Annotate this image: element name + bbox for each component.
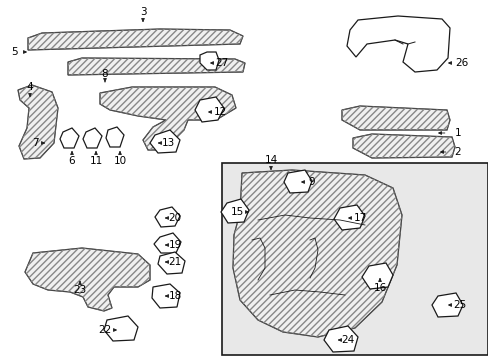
Text: 27: 27: [215, 58, 228, 68]
Text: 6: 6: [68, 156, 75, 166]
Polygon shape: [341, 106, 449, 130]
Polygon shape: [221, 199, 248, 223]
Text: 12: 12: [213, 107, 226, 117]
Text: 26: 26: [454, 58, 468, 68]
Bar: [222, 163, 487, 355]
Text: 18: 18: [168, 291, 181, 301]
Polygon shape: [60, 128, 79, 148]
Polygon shape: [25, 248, 150, 311]
Polygon shape: [431, 293, 462, 317]
Text: 7: 7: [32, 138, 38, 148]
Text: 9: 9: [308, 177, 315, 187]
Text: 1: 1: [454, 128, 460, 138]
Text: 23: 23: [73, 285, 86, 295]
Text: 17: 17: [353, 213, 366, 223]
Text: 10: 10: [113, 156, 126, 166]
Polygon shape: [352, 134, 454, 158]
Text: 21: 21: [168, 257, 181, 267]
Text: 22: 22: [98, 325, 111, 335]
Text: 11: 11: [89, 156, 102, 166]
Polygon shape: [200, 52, 219, 70]
Polygon shape: [333, 205, 364, 230]
Polygon shape: [104, 316, 138, 341]
Text: 19: 19: [168, 240, 181, 250]
Polygon shape: [83, 128, 102, 148]
Polygon shape: [154, 233, 181, 253]
Polygon shape: [68, 58, 244, 75]
Polygon shape: [150, 130, 180, 153]
Polygon shape: [361, 263, 392, 289]
Polygon shape: [346, 16, 449, 72]
Polygon shape: [152, 284, 180, 308]
Text: 8: 8: [102, 69, 108, 79]
Text: 4: 4: [27, 82, 33, 92]
Text: 15: 15: [230, 207, 243, 217]
Text: 13: 13: [161, 138, 174, 148]
Polygon shape: [155, 207, 180, 227]
Polygon shape: [158, 252, 184, 274]
Text: 3: 3: [140, 7, 146, 17]
Polygon shape: [100, 87, 236, 150]
Text: 24: 24: [341, 335, 354, 345]
Polygon shape: [232, 170, 401, 337]
Text: 2: 2: [454, 147, 460, 157]
Polygon shape: [28, 29, 243, 50]
Polygon shape: [284, 170, 311, 193]
Text: 5: 5: [11, 47, 17, 57]
Text: 20: 20: [168, 213, 181, 223]
Polygon shape: [18, 85, 58, 159]
Text: 25: 25: [452, 300, 466, 310]
Polygon shape: [195, 97, 224, 122]
Text: 14: 14: [264, 155, 277, 165]
Polygon shape: [324, 326, 357, 352]
Text: 16: 16: [373, 283, 386, 293]
Polygon shape: [106, 127, 124, 147]
